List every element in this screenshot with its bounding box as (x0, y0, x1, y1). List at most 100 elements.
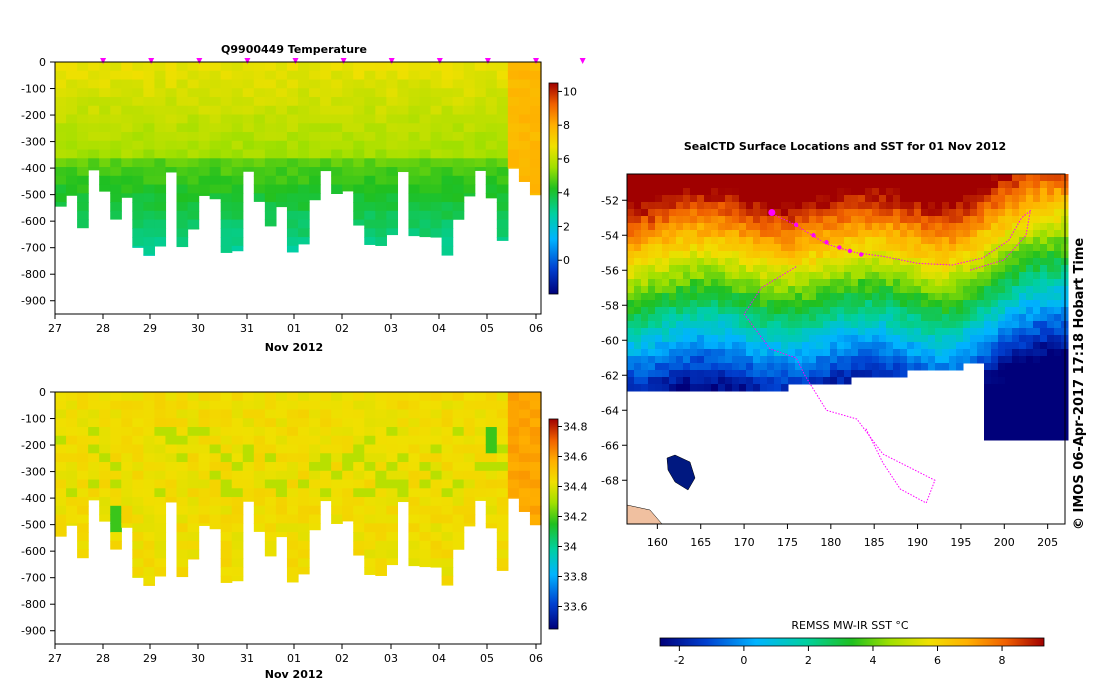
sst-cell (991, 293, 999, 301)
section-cell (242, 149, 255, 159)
sst-cell (879, 195, 887, 203)
sst-cell (823, 251, 831, 259)
sst-cell (1005, 398, 1013, 406)
sst-cell (781, 356, 789, 364)
sst-cell (760, 258, 768, 266)
sst-cell (739, 244, 747, 252)
section-cell (507, 62, 520, 72)
sst-cell (676, 188, 684, 196)
section-cell (452, 400, 465, 411)
sst-cell (886, 216, 894, 224)
sst-cell (774, 258, 782, 266)
sst-cell (970, 209, 978, 217)
section-cell (231, 62, 244, 72)
sst-cell (676, 244, 684, 252)
section-cell (375, 132, 387, 142)
section-cell (298, 219, 310, 229)
section-cell (286, 88, 299, 98)
sst-cell (669, 377, 677, 385)
sst-cell (900, 244, 908, 252)
section-cell (187, 532, 200, 542)
sst-cell (1026, 370, 1034, 378)
sst-cell (1047, 398, 1055, 406)
section-cell (518, 62, 531, 72)
section-cell (143, 175, 156, 186)
sst-cell (746, 216, 754, 224)
sst-cell (767, 244, 775, 252)
section-cell (286, 514, 299, 524)
sst-cell (1026, 349, 1034, 357)
section-cell (375, 219, 387, 229)
sst-cell (1026, 398, 1034, 406)
sst-cell (760, 307, 768, 315)
section-cell (353, 462, 365, 472)
section-cell (231, 114, 244, 124)
sst-cell (718, 251, 726, 259)
section-cell (364, 175, 376, 186)
section-cell (463, 427, 476, 437)
sst-cell (879, 181, 887, 189)
sst-cell (984, 181, 992, 189)
sst-cell (977, 328, 985, 336)
section-cell (154, 418, 167, 428)
section-cell (88, 400, 100, 411)
section-cell (121, 462, 133, 472)
section-cell (275, 462, 288, 472)
sst-cell (683, 195, 691, 203)
sst-cell (942, 237, 950, 245)
section-cell (298, 567, 310, 575)
sst-cell (725, 195, 733, 203)
section-cell (165, 453, 178, 463)
temperature-cells (55, 62, 542, 256)
sst-cell (977, 202, 985, 210)
section-cell (231, 558, 244, 568)
sst-cell (1054, 335, 1062, 343)
sst-cell (921, 314, 929, 322)
section-cell (176, 158, 189, 168)
sst-cell (963, 230, 971, 238)
sst-cell (851, 307, 859, 315)
sst-cell (844, 377, 852, 385)
sst-cell (802, 237, 810, 245)
sst-cell (641, 356, 649, 364)
sst-cell (711, 314, 719, 322)
sst-cell (795, 230, 803, 238)
sst-cell (935, 223, 943, 231)
sst-cell (1033, 314, 1041, 322)
sst-cell (837, 272, 845, 280)
section-cell (353, 505, 365, 516)
section-cell (320, 167, 332, 172)
section-cell (408, 140, 421, 151)
sst-cell (942, 223, 950, 231)
sst-cell (886, 258, 894, 266)
section-cell (253, 114, 266, 124)
sst-cell (942, 321, 950, 329)
sst-cell (753, 230, 761, 238)
section-cell (419, 132, 432, 142)
sst-cell (676, 272, 684, 280)
sst-cell (627, 321, 635, 329)
sst-cell (984, 328, 992, 336)
sst-cell (683, 251, 691, 259)
section-cell (220, 435, 233, 446)
sst-cell (718, 258, 726, 266)
section-cell (55, 158, 67, 168)
section-cell (496, 427, 509, 437)
section-cell (220, 79, 233, 89)
sst-cell (1040, 370, 1048, 378)
section-cell (198, 97, 211, 107)
sst-cell (802, 335, 810, 343)
sst-cell (998, 265, 1006, 273)
section-cell (264, 392, 277, 402)
sst-cell (753, 300, 761, 308)
section-cell (99, 514, 111, 522)
section-cell (507, 392, 520, 402)
section-cell (55, 123, 67, 133)
sst-cell (627, 244, 635, 252)
section-cell (320, 114, 332, 124)
section-cell (496, 532, 509, 542)
sst-cell (865, 300, 873, 308)
sst-cell (823, 209, 831, 217)
sst-cell (669, 258, 677, 266)
section-cell (386, 105, 399, 116)
